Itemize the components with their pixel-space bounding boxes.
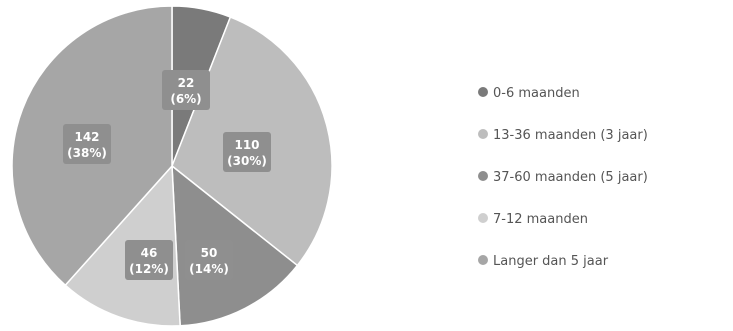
- legend-item-5: Langer dan 5 jaar: [478, 254, 609, 269]
- legend-item-3: 37-60 maanden (5 jaar): [478, 170, 648, 185]
- data-label-box: [63, 124, 111, 164]
- legend-item-1: 0-6 maanden: [478, 86, 580, 101]
- data-label-box: [223, 132, 271, 172]
- legend-label: Langer dan 5 jaar: [493, 254, 609, 269]
- legend-item-4: 7-12 maanden: [478, 212, 588, 227]
- legend-swatch: [478, 213, 488, 223]
- data-label-value: 110: [234, 138, 259, 152]
- legend-label: 7-12 maanden: [493, 212, 588, 227]
- data-label-value: 142: [74, 130, 99, 144]
- data-label-4: 46 (12%): [125, 240, 173, 280]
- data-label-percent: (30%): [227, 154, 267, 168]
- data-label-percent: (6%): [170, 92, 201, 106]
- legend-swatch: [478, 255, 488, 265]
- legend-swatch: [478, 129, 488, 139]
- legend-item-2: 13-36 maanden (3 jaar): [478, 128, 648, 143]
- data-label-5: 142 (38%): [63, 124, 111, 164]
- legend-swatch: [478, 87, 488, 97]
- pie-slice-3: [171, 164, 299, 327]
- legend-label: 13-36 maanden (3 jaar): [493, 128, 648, 143]
- data-label-percent: (12%): [129, 262, 169, 276]
- legend-label: 0-6 maanden: [493, 86, 580, 101]
- pie-data-labels: 22 (6%) 110 (30%) 50 (14%) 46 (12%) 142 (38%): [63, 70, 271, 280]
- pie-slice-4: [64, 164, 181, 327]
- data-label-percent: (14%): [189, 262, 229, 276]
- legend-label: 37-60 maanden (5 jaar): [493, 170, 648, 185]
- data-label-value: 50: [201, 246, 218, 260]
- data-label-1: 22 (6%): [162, 70, 210, 110]
- data-label-box: [125, 240, 173, 280]
- data-label-box: [162, 70, 210, 110]
- legend: 0-6 maanden 13-36 maanden (3 jaar) 37-60 m…: [478, 86, 648, 269]
- data-label-3: 50 (14%): [185, 240, 233, 280]
- data-label-value: 46: [141, 246, 158, 260]
- data-label-box: [185, 240, 233, 280]
- data-label-2: 110 (30%): [223, 132, 271, 172]
- data-label-percent: (38%): [67, 146, 107, 160]
- data-label-value: 22: [178, 76, 195, 90]
- legend-swatch: [478, 171, 488, 181]
